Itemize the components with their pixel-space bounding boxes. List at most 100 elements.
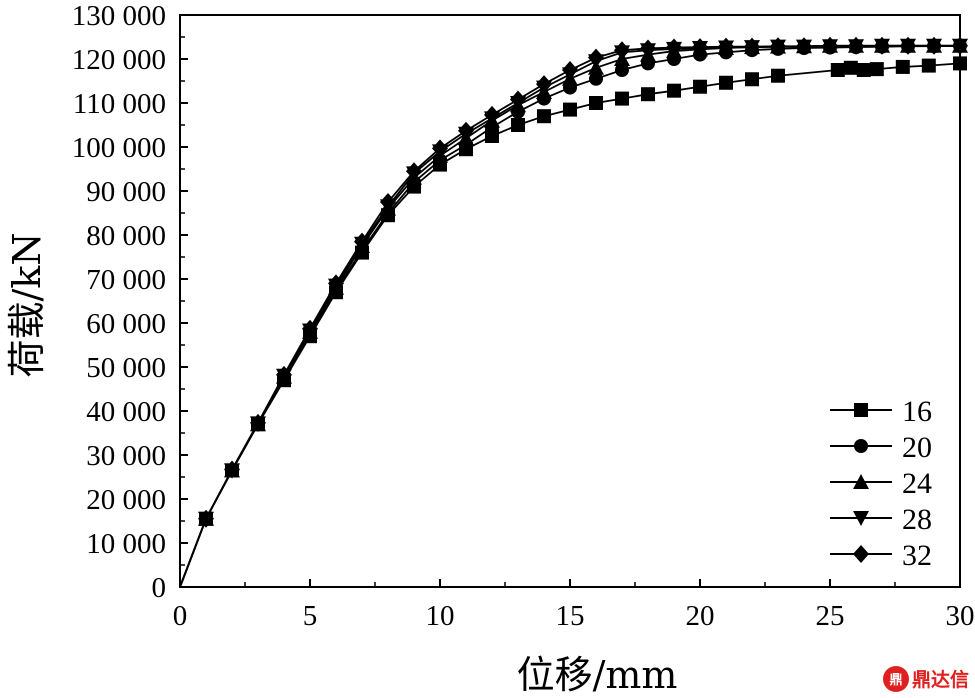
series-line-28: [179, 44, 960, 588]
y-tick-label: 80 000: [86, 220, 166, 252]
data-point-32: [250, 413, 266, 432]
legend-label: 20: [902, 431, 932, 464]
data-point-20: [615, 63, 629, 77]
data-point-32: [822, 36, 838, 55]
data-point-16: [589, 96, 603, 110]
data-point-32: [484, 105, 500, 124]
data-point-32: [328, 274, 344, 293]
x-tick-label: 5: [303, 600, 318, 632]
data-point-32: [380, 193, 396, 211]
data-point-32: [952, 36, 968, 55]
legend-label: 24: [902, 467, 932, 500]
data-point-16: [719, 75, 733, 90]
legend-marker-square: [854, 403, 868, 417]
data-point-32: [744, 37, 760, 56]
data-point-32: [848, 36, 864, 55]
data-point-16: [895, 59, 910, 74]
series-24: [179, 37, 968, 588]
legend-marker-diamond: [853, 545, 869, 563]
legend-item-16: 16: [830, 395, 932, 428]
data-point-32: [276, 365, 292, 384]
y-tick-label: 70 000: [86, 264, 166, 296]
x-tick-label: 15: [556, 600, 585, 632]
data-point-32: [406, 162, 422, 181]
y-tick-label: 10 000: [86, 528, 166, 560]
y-tick-label: 100 000: [72, 132, 166, 164]
data-point-32: [432, 139, 448, 158]
data-point-32: [458, 121, 474, 140]
legend-label: 32: [902, 539, 932, 572]
series-20: [179, 38, 967, 588]
data-point-16: [641, 87, 655, 102]
watermark-text: 鼎达信: [911, 669, 969, 691]
data-point-32: [900, 36, 916, 55]
data-point-16: [667, 83, 681, 98]
watermark-logo-icon: 鼎: [882, 665, 909, 692]
series-line-20: [179, 44, 961, 588]
y-axis-ticks: 0 10 000 20 000 30 000 40 000 50 000 60 000 70 …: [72, 0, 188, 604]
data-point-32: [510, 90, 526, 109]
y-tick-label: 120 000: [72, 44, 166, 76]
y-tick-label: 40 000: [86, 396, 166, 428]
watermark: 鼎 鼎达信: [882, 665, 969, 692]
legend-marker-circle: [854, 439, 868, 453]
y-tick-label: 50 000: [86, 352, 166, 384]
data-point-16: [830, 63, 845, 77]
data-point-16: [615, 91, 629, 106]
legend-item-20: 20: [830, 431, 932, 464]
data-point-32: [614, 41, 630, 60]
series-line-32: [179, 44, 960, 588]
data-point-20: [589, 71, 603, 86]
data-point-32: [588, 48, 604, 67]
data-point-16: [693, 79, 707, 94]
legend-label: 28: [902, 503, 932, 536]
data-point-16: [869, 62, 884, 77]
y-tick-label: 30 000: [86, 440, 166, 472]
data-point-32: [770, 37, 786, 56]
legend-item-32: 32: [830, 539, 932, 572]
legend-item-24: 24: [830, 467, 932, 500]
data-point-32: [198, 509, 214, 528]
data-point-16: [771, 68, 785, 83]
data-point-32: [874, 36, 890, 55]
y-tick-label: 20 000: [86, 484, 166, 516]
x-tick-label: 10: [426, 600, 455, 632]
data-point-16: [856, 63, 871, 77]
data-point-16: [843, 60, 858, 75]
legend-item-28: 28: [830, 503, 932, 536]
legend-label: 16: [902, 395, 932, 428]
data-point-32: [536, 75, 552, 94]
legend-marker-triangle-up: [853, 474, 869, 489]
data-point-16: [921, 58, 936, 73]
data-point-16: [745, 72, 759, 87]
series-16: [179, 56, 967, 588]
x-tick-label: 20: [686, 600, 715, 632]
data-point-32: [354, 232, 370, 251]
y-tick-label: 0: [152, 572, 167, 604]
data-point-32: [718, 37, 734, 56]
data-point-16: [953, 56, 967, 71]
y-tick-label: 110 000: [73, 88, 166, 120]
x-tick-label: 25: [816, 600, 845, 632]
data-point-16: [511, 118, 525, 132]
y-tick-label: 60 000: [86, 308, 166, 340]
data-point-32: [926, 36, 942, 55]
data-point-32: [640, 39, 656, 58]
series-line-24: [179, 44, 960, 588]
data-point-32: [692, 38, 708, 57]
data-point-16: [537, 109, 551, 124]
series-layer: [179, 36, 968, 588]
data-point-32: [302, 319, 318, 338]
x-axis-title: 位移/mm: [517, 653, 678, 697]
x-tick-label: 30: [946, 600, 975, 632]
plot-frame: [179, 14, 961, 588]
series-28: [179, 38, 968, 588]
y-tick-label: 90 000: [86, 176, 166, 208]
x-axis-ticks: 0 5 10 15 20 25 30: [173, 579, 975, 632]
data-point-16: [563, 102, 577, 117]
series-32: [179, 36, 968, 588]
legend-marker-triangle-down: [853, 511, 869, 526]
data-point-32: [796, 37, 812, 56]
